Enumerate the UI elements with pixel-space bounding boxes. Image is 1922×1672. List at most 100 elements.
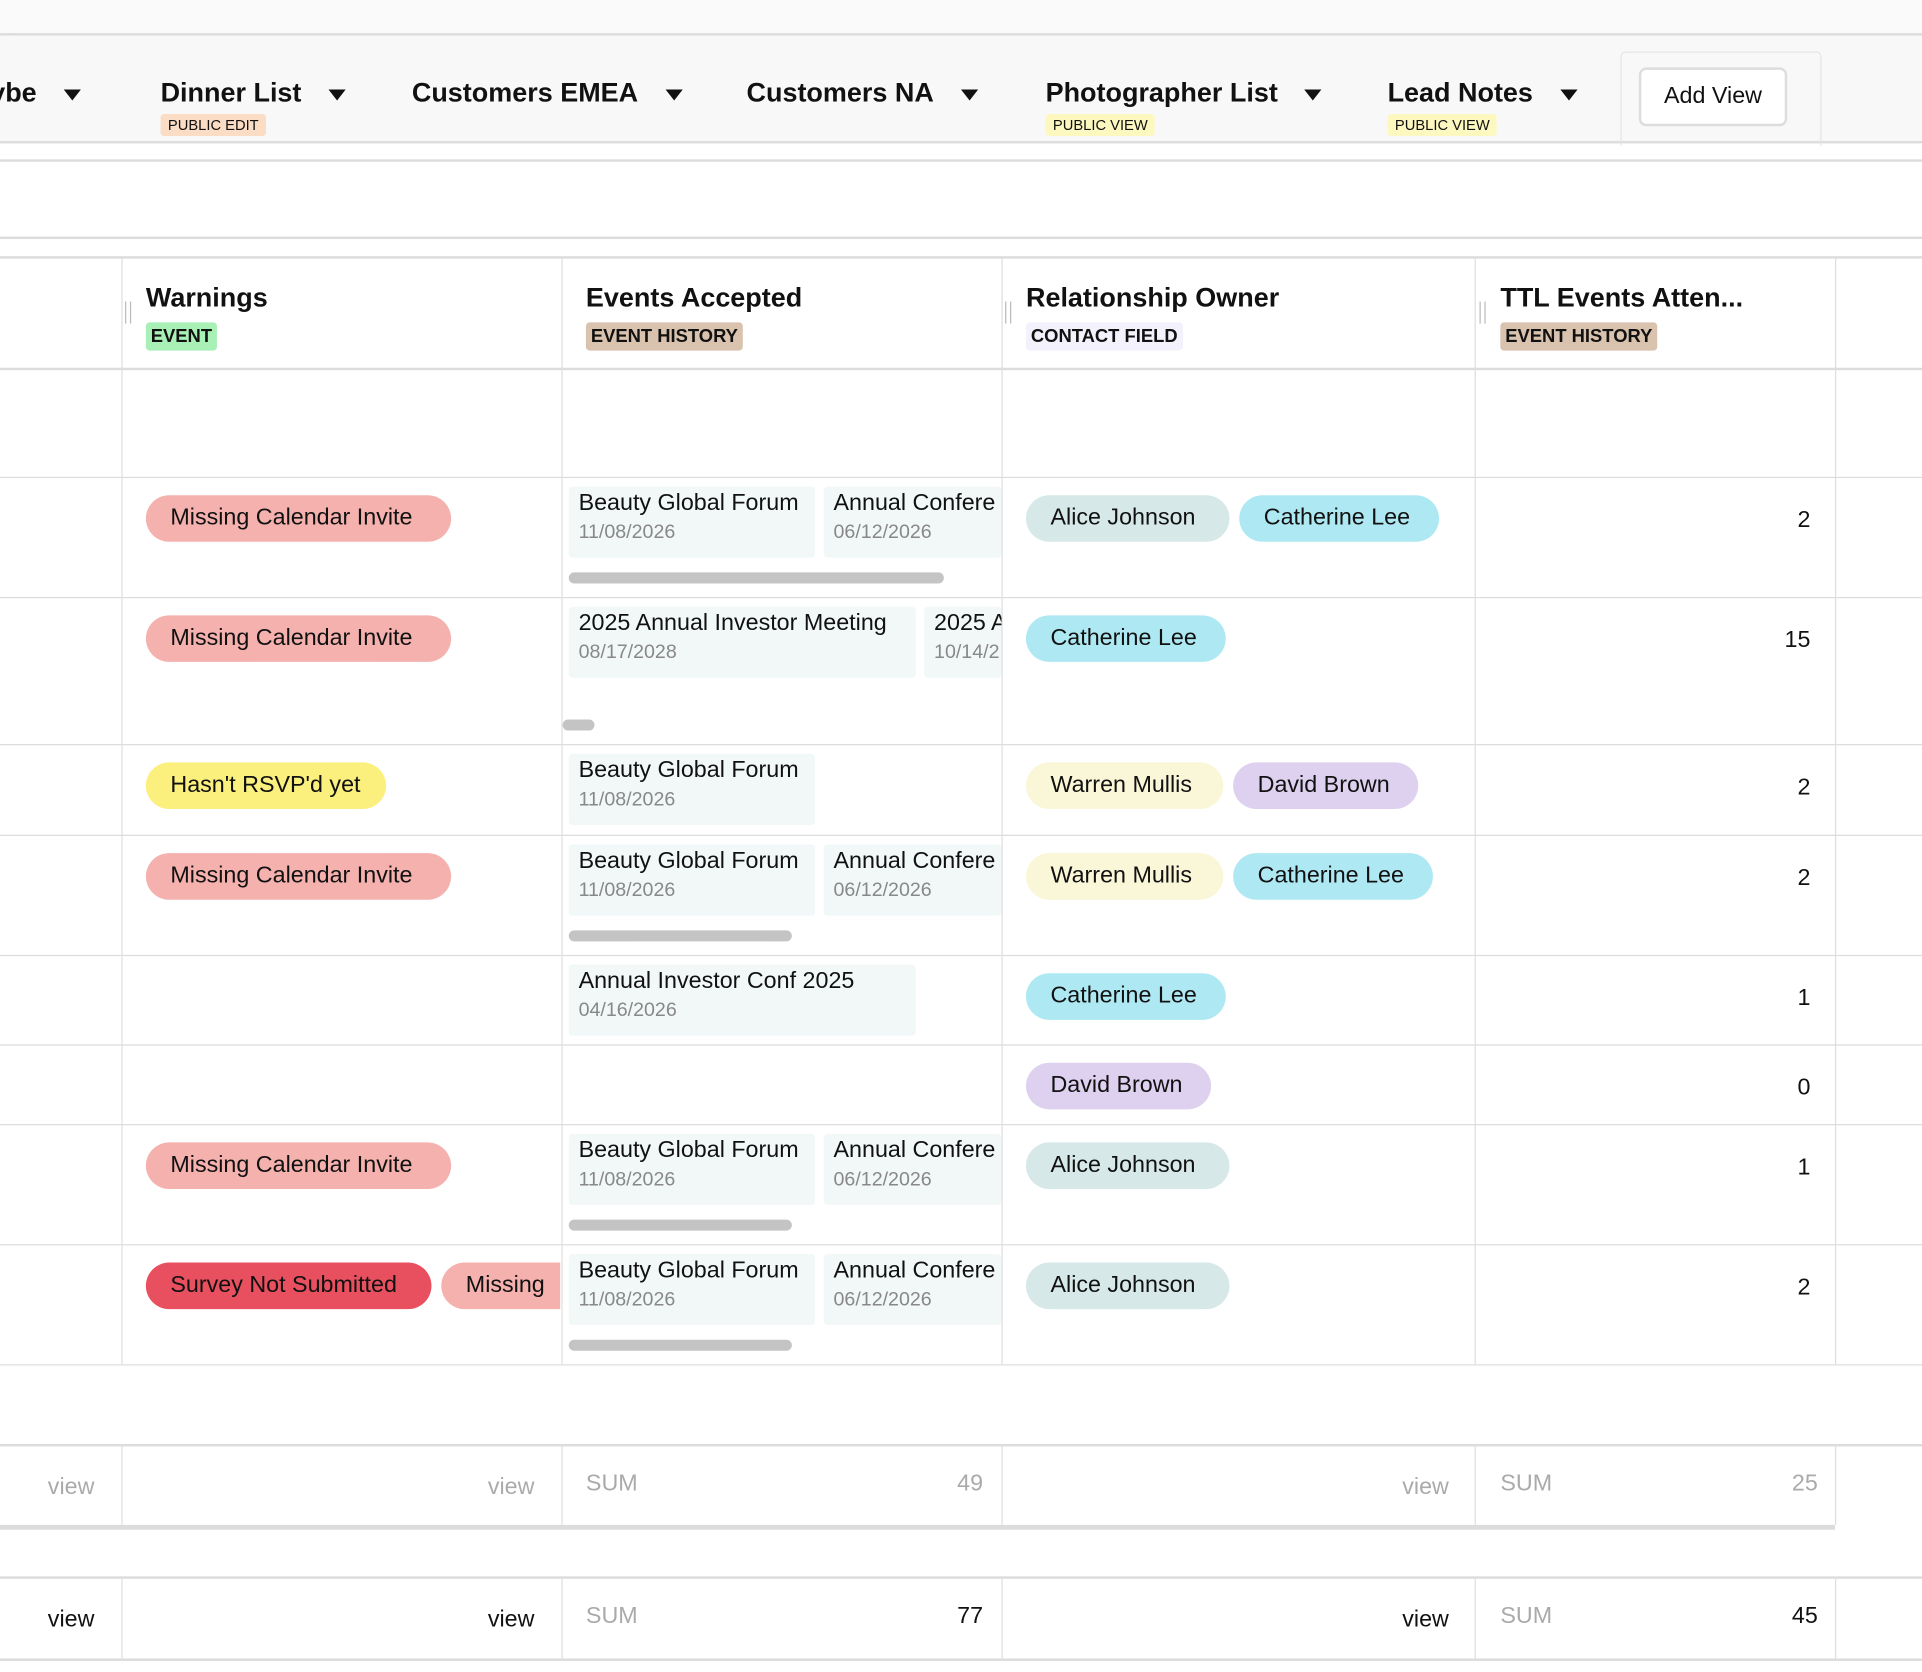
event-name: Beauty Global Forum <box>578 757 799 784</box>
summary-border <box>0 1443 1922 1447</box>
summary-border <box>0 1524 1835 1530</box>
column-header-events-accepted[interactable]: Events Accepted <box>585 281 803 313</box>
resize-handle[interactable] <box>1005 301 1012 324</box>
summary-view-link[interactable]: view <box>487 1606 535 1633</box>
summary-view-link[interactable]: view <box>487 1474 535 1501</box>
event-name: Annual Investor Conf 2025 <box>578 968 855 995</box>
column-type-badge: CONTACT FIELD <box>1025 322 1183 351</box>
row-divider <box>0 1044 1922 1046</box>
view-tab[interactable]: Dinner List <box>161 77 346 109</box>
event-date: 11/08/2026 <box>578 522 676 544</box>
owner-pill[interactable]: David Brown <box>1025 1062 1212 1110</box>
column-divider <box>1834 257 1837 1366</box>
row-divider <box>0 744 1922 746</box>
column-header-ttl-events-atten-[interactable]: TTL Events Atten... <box>1500 281 1744 313</box>
caret-down-icon[interactable] <box>960 89 978 101</box>
summary-sum-label[interactable]: SUM <box>585 1603 638 1630</box>
view-tab[interactable]: Customers NA <box>746 77 978 109</box>
ttl-events-value: 2 <box>1797 865 1811 892</box>
event-chip[interactable]: Annual Investor Conf 2025 04/16/2026 <box>568 964 916 1036</box>
event-chip[interactable]: Beauty Global Forum 11/08/2026 <box>568 844 816 916</box>
event-chip[interactable]: Beauty Global Forum 11/08/2026 <box>568 1253 816 1326</box>
summary-sum-label[interactable]: SUM <box>1500 1470 1553 1497</box>
warning-pill[interactable]: Missing Calendar Invite <box>145 853 452 900</box>
column-divider <box>1001 257 1003 1366</box>
column-header-warnings[interactable]: Warnings <box>145 281 268 313</box>
horizontal-scrollbar[interactable] <box>568 930 792 942</box>
owner-pill[interactable]: Catherine Lee <box>1233 853 1433 900</box>
view-tab[interactable]: Lead Notes <box>1387 77 1578 109</box>
horizontal-scrollbar[interactable] <box>562 719 595 731</box>
event-chip[interactable]: Annual Confere 06/12/2026 <box>823 486 1002 558</box>
event-chip[interactable]: Annual Confere 06/12/2026 <box>823 1133 1002 1205</box>
horizontal-scrollbar[interactable] <box>568 1339 792 1351</box>
event-date: 04/16/2026 <box>578 1000 677 1022</box>
resize-handle[interactable] <box>1479 301 1486 324</box>
column-type-badge: EVENT HISTORY <box>1500 322 1658 351</box>
row-divider <box>0 954 1922 957</box>
event-name: 2025 A <box>934 610 1002 637</box>
warning-pill[interactable]: Missing Calendar Invite <box>145 615 452 662</box>
summary-sum-label[interactable]: SUM <box>585 1470 638 1497</box>
column-header-relationship-owner[interactable]: Relationship Owner <box>1025 281 1280 313</box>
caret-down-icon[interactable] <box>665 89 683 101</box>
owner-pill[interactable]: Alice Johnson <box>1025 1262 1230 1310</box>
owner-pill[interactable]: Catherine Lee <box>1025 615 1226 662</box>
horizontal-scrollbar[interactable] <box>568 572 944 584</box>
owner-pill[interactable]: Warren Mullis <box>1025 762 1224 810</box>
summary-view-link[interactable]: view <box>47 1474 95 1501</box>
owner-pill[interactable]: David Brown <box>1233 762 1419 810</box>
add-view-container <box>1620 51 1822 146</box>
ttl-events-value: 1 <box>1797 985 1811 1012</box>
owner-pill[interactable]: Catherine Lee <box>1025 973 1226 1020</box>
event-chip[interactable]: Beauty Global Forum 11/08/2026 <box>568 486 816 558</box>
column-divider <box>561 1578 563 1659</box>
owner-pill[interactable]: Alice Johnson <box>1025 1142 1230 1189</box>
event-chip[interactable]: Annual Confere 06/12/2026 <box>823 1253 1002 1326</box>
owner-pill[interactable]: Warren Mullis <box>1025 853 1224 900</box>
view-tab[interactable]: Customers EMEA <box>412 77 683 109</box>
event-name: Annual Confere <box>833 1257 996 1284</box>
summary-view-link[interactable]: view <box>47 1606 95 1633</box>
view-tab[interactable]: Photographer List <box>1046 77 1322 109</box>
divider <box>0 159 1922 162</box>
view-tab-label: ybe <box>0 77 37 108</box>
column-type-badge: EVENT <box>145 322 217 351</box>
column-divider <box>1474 1446 1476 1525</box>
caret-down-icon[interactable] <box>1304 89 1322 101</box>
ttl-events-sum: 25 <box>1791 1470 1818 1497</box>
warning-pill[interactable]: Survey Not Submitted <box>145 1262 432 1310</box>
owner-pill[interactable]: Alice Johnson <box>1025 495 1230 542</box>
view-tab-label: Lead Notes <box>1387 77 1533 108</box>
event-date: 06/12/2026 <box>833 522 932 544</box>
view-tab[interactable]: ybe <box>0 77 81 109</box>
event-chip[interactable]: 2025 Annual Investor Meeting 08/17/2028 <box>568 606 916 678</box>
column-divider <box>1474 1578 1476 1659</box>
summary-view-link[interactable]: view <box>1402 1606 1449 1633</box>
horizontal-scrollbar[interactable] <box>568 1219 792 1231</box>
event-date: 11/08/2026 <box>578 880 676 901</box>
row-divider <box>0 476 1922 479</box>
warning-pill[interactable]: Missing <box>441 1262 561 1310</box>
events-accepted-sum: 49 <box>957 1470 984 1497</box>
event-chip[interactable]: 2025 A 10/14/2 <box>924 606 1002 678</box>
caret-down-icon[interactable] <box>1559 89 1578 101</box>
warning-pill[interactable]: Missing Calendar Invite <box>145 1142 452 1189</box>
warning-pill[interactable]: Missing Calendar Invite <box>145 495 452 542</box>
summary-sum-label[interactable]: SUM <box>1500 1603 1553 1630</box>
summary-view-link[interactable]: view <box>1402 1474 1449 1501</box>
add-view-button[interactable]: Add View <box>1638 67 1788 127</box>
divider <box>0 236 1922 240</box>
caret-down-icon[interactable] <box>328 89 346 101</box>
event-chip[interactable]: Beauty Global Forum 11/08/2026 <box>568 753 816 825</box>
event-chip[interactable]: Beauty Global Forum 11/08/2026 <box>568 1133 816 1205</box>
event-chip[interactable]: Annual Confere 06/12/2026 <box>823 844 1002 916</box>
owner-pill[interactable]: Catherine Lee <box>1239 495 1440 542</box>
caret-down-icon[interactable] <box>63 89 81 101</box>
event-name: Annual Confere <box>833 848 996 874</box>
resize-handle[interactable] <box>125 301 132 324</box>
warning-pill[interactable]: Hasn't RSVP'd yet <box>145 762 387 810</box>
view-tab-badge: PUBLIC EDIT <box>160 113 267 137</box>
ttl-events-value: 0 <box>1797 1075 1811 1101</box>
event-name: Annual Confere <box>833 490 996 517</box>
